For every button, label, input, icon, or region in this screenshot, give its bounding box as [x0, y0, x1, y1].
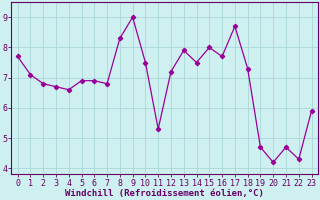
X-axis label: Windchill (Refroidissement éolien,°C): Windchill (Refroidissement éolien,°C)	[65, 189, 264, 198]
